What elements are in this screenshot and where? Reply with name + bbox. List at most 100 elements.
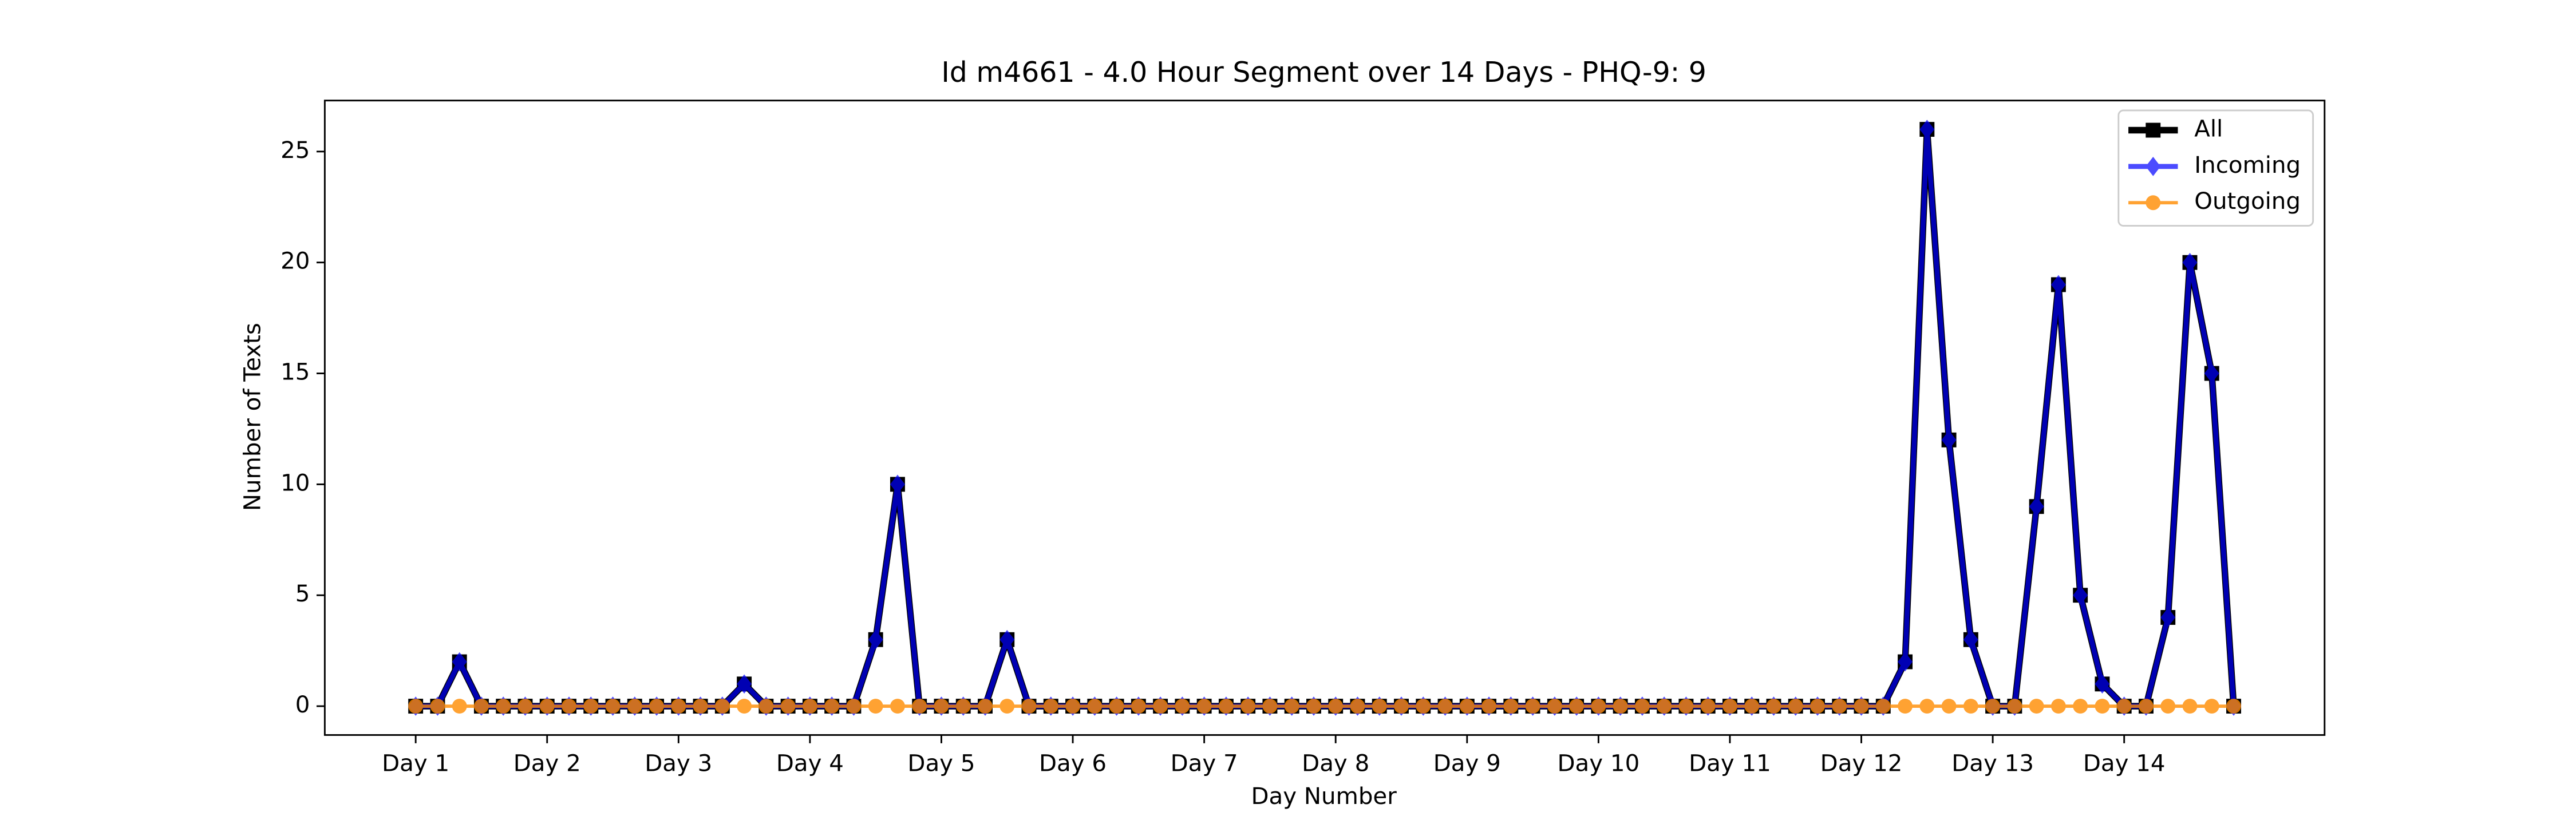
marker xyxy=(1810,699,1825,714)
marker xyxy=(1328,699,1344,714)
marker xyxy=(1547,699,1562,714)
x-tick-label: Day 10 xyxy=(1558,750,1640,777)
marker xyxy=(2160,699,2176,714)
marker xyxy=(1372,699,1387,714)
marker xyxy=(473,699,489,714)
marker xyxy=(2050,699,2066,714)
x-axis-label: Day Number xyxy=(1251,783,1397,810)
y-tick-label: 15 xyxy=(280,359,310,386)
marker xyxy=(1284,699,1299,714)
plot-frame xyxy=(323,100,2326,736)
marker xyxy=(1087,699,1103,714)
marker xyxy=(2182,252,2198,272)
x-tick-label: Day 1 xyxy=(382,750,449,777)
marker xyxy=(1941,430,1957,450)
marker xyxy=(1941,699,1957,714)
marker xyxy=(1131,699,1146,714)
marker xyxy=(1832,699,1847,714)
marker xyxy=(2073,585,2088,605)
x-tick-label: Day 9 xyxy=(1433,750,1501,777)
marker xyxy=(999,629,1015,649)
legend-entry xyxy=(2128,122,2178,138)
marker xyxy=(496,699,511,714)
marker xyxy=(693,699,708,714)
marker xyxy=(1722,699,1737,714)
marker xyxy=(802,699,817,714)
marker xyxy=(562,699,576,714)
marker xyxy=(2182,699,2198,714)
marker xyxy=(1350,699,1365,714)
marker xyxy=(517,699,533,714)
marker xyxy=(2160,608,2176,627)
x-tick-label: Day 6 xyxy=(1039,750,1107,777)
marker xyxy=(2029,497,2044,517)
marker xyxy=(1963,699,1978,714)
marker xyxy=(1919,699,1935,714)
y-axis-label: Number of Texts xyxy=(239,323,266,511)
x-tick-label: Day 12 xyxy=(1820,750,1903,777)
marker xyxy=(868,629,883,649)
marker xyxy=(758,699,774,714)
marker xyxy=(2050,275,2066,295)
marker xyxy=(430,699,445,714)
marker xyxy=(1153,699,1168,714)
marker xyxy=(2116,699,2132,714)
marker xyxy=(2029,699,2044,714)
marker xyxy=(868,699,883,714)
marker xyxy=(1963,629,1978,649)
marker xyxy=(1657,699,1672,714)
marker xyxy=(2138,699,2154,714)
marker xyxy=(2095,699,2110,714)
y-tick-label: 10 xyxy=(280,469,310,496)
marker xyxy=(1218,699,1234,714)
marker xyxy=(1569,699,1585,714)
marker xyxy=(1613,699,1628,714)
marker xyxy=(1416,699,1431,714)
marker xyxy=(627,699,642,714)
marker xyxy=(824,699,840,714)
marker xyxy=(1634,699,1650,714)
y-tick-label: 25 xyxy=(280,137,310,164)
marker xyxy=(912,699,927,714)
chart-title: Id m4661 - 4.0 Hour Segment over 14 Days… xyxy=(941,56,1706,89)
marker xyxy=(1481,699,1497,714)
marker xyxy=(605,699,621,714)
marker xyxy=(2226,699,2241,714)
marker xyxy=(1262,699,1278,714)
marker xyxy=(2146,122,2161,138)
marker xyxy=(1437,699,1453,714)
legend-label: Incoming xyxy=(2194,152,2301,179)
marker xyxy=(1525,699,1540,714)
marker xyxy=(846,699,862,714)
marker xyxy=(539,699,555,714)
marker xyxy=(2204,363,2219,383)
marker xyxy=(408,699,424,714)
marker xyxy=(1459,699,1475,714)
marker xyxy=(2073,699,2088,714)
marker xyxy=(2007,699,2022,714)
marker xyxy=(1788,699,1803,714)
marker xyxy=(2146,195,2161,211)
marker xyxy=(890,474,905,494)
marker xyxy=(1919,120,1935,139)
marker xyxy=(452,699,467,714)
marker xyxy=(1196,699,1212,714)
x-tick-label: Day 8 xyxy=(1302,750,1369,777)
marker xyxy=(955,699,971,714)
x-tick-label: Day 13 xyxy=(1951,750,2034,777)
x-tick-label: Day 14 xyxy=(2083,750,2166,777)
marker xyxy=(978,699,993,714)
marker xyxy=(1394,699,1409,714)
y-tick-label: 20 xyxy=(280,248,310,275)
marker xyxy=(1875,699,1891,714)
marker xyxy=(934,699,949,714)
marker xyxy=(1043,699,1058,714)
x-tick-label: Day 5 xyxy=(907,750,975,777)
marker xyxy=(1854,699,1869,714)
marker xyxy=(1306,699,1321,714)
marker xyxy=(583,699,599,714)
legend-box xyxy=(2117,109,2314,227)
legend-label: All xyxy=(2194,116,2223,142)
x-tick-label: Day 3 xyxy=(645,750,712,777)
marker xyxy=(714,699,730,714)
